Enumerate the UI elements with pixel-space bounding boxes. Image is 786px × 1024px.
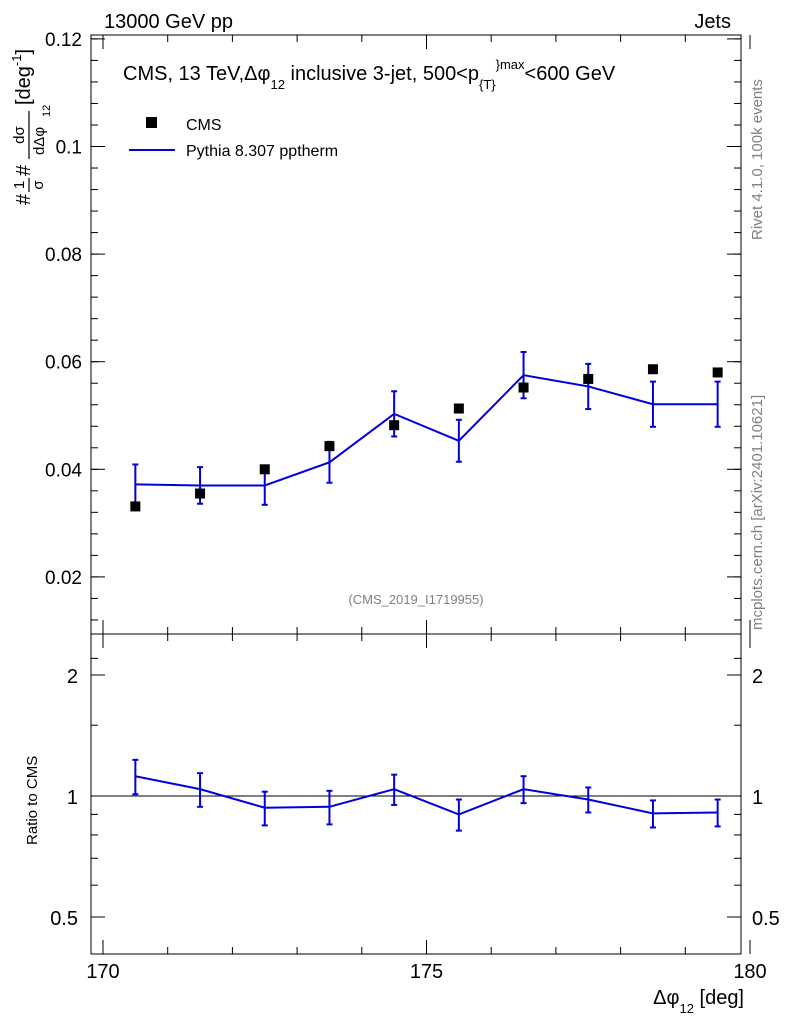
ylabel-unit: [deg-1]: [9, 49, 35, 105]
cms-data-point: [647, 364, 658, 375]
ratio-axis-ticks: 0.5 0.5 1 1 2 2 170 175 180: [50, 634, 780, 983]
cms-data-point: [583, 373, 594, 384]
main-series-layer: [130, 351, 723, 512]
main-ytick-label: 0.12: [45, 30, 82, 51]
ratio-ytick-label-left: 1: [67, 787, 78, 809]
rivet-side-label: Rivet 4.1.0, 100k events: [749, 79, 766, 240]
title-part1: CMS, 13 TeV,Δφ: [123, 63, 271, 85]
cms-data-point: [130, 501, 141, 512]
legend-cms-marker: [146, 117, 157, 128]
legend-cms-label: CMS: [186, 117, 222, 134]
title-sub2: {T}: [479, 77, 496, 92]
ratio-line: [135, 775, 718, 816]
mcplots-side-label: mcplots.cern.ch [arXiv:2401.10621]: [749, 395, 766, 630]
ylabel-den: dΔφ: [31, 127, 48, 155]
header-right-label: Jets: [694, 11, 731, 33]
cms-data-point: [259, 464, 270, 475]
title-sub1: 12: [271, 77, 285, 92]
ylabel-hash2: #: [13, 164, 35, 176]
ylabel-sigma: σ: [30, 180, 47, 190]
title-end: <600 GeV: [525, 63, 616, 85]
ylabel-one: 1: [11, 181, 28, 189]
ratio-series-layer: [132, 758, 721, 832]
main-ytick-label: 0.1: [56, 138, 82, 159]
ratio-xtick-label: 180: [733, 961, 766, 983]
ratio-xtick-label: 170: [86, 961, 119, 983]
cms-data-point: [324, 441, 335, 452]
ylabel-den-sub: 12: [41, 105, 53, 117]
plot-title: CMS, 13 TeV,Δφ12 inclusive 3-jet, 500<p{…: [123, 57, 616, 92]
ratio-ytick-label-right: 2: [752, 666, 763, 688]
ratio-plot-frame: [90, 633, 742, 955]
cms-data-point: [453, 403, 464, 414]
main-ytick-label: 0.06: [45, 353, 82, 374]
ratio-y-axis-label: Ratio to CMS: [24, 756, 41, 845]
cms-data-point: [518, 382, 529, 393]
x-axis-label: Δφ12 [deg]: [653, 987, 744, 1016]
main-ytick-label: 0.02: [45, 568, 82, 589]
main-axis-ticks: 0.02 0.04 0.06 0.08 0.1 0.12: [45, 30, 751, 634]
ratio-xtick-label: 175: [410, 961, 443, 983]
ratio-ytick-label-right: 1: [752, 787, 763, 809]
cms-data-point: [712, 367, 723, 378]
title-part2: inclusive 3-jet, 500<p: [285, 63, 479, 85]
legend-pythia-label: Pythia 8.307 pptherm: [186, 143, 338, 160]
main-ytick-label: 0.04: [45, 460, 82, 481]
ratio-ytick-label-left: 2: [67, 666, 78, 688]
main-ytick-label: 0.08: [45, 245, 82, 266]
main-y-axis-label: # 1 σ # dσ dΔφ 12 [deg-1]: [9, 49, 53, 205]
title-sup: }max: [496, 57, 525, 72]
cms-data-point: [389, 420, 400, 431]
cms-data-point: [195, 488, 206, 499]
ylabel-hash: #: [13, 193, 35, 205]
ratio-ytick-label-right: 0.5: [752, 908, 780, 930]
analysis-watermark: (CMS_2019_I1719955): [348, 592, 483, 607]
header-left-label: 13000 GeV pp: [104, 11, 233, 33]
ylabel-num: dσ: [11, 125, 28, 143]
ratio-ytick-label-left: 0.5: [50, 908, 78, 930]
pythia-line: [135, 374, 718, 487]
